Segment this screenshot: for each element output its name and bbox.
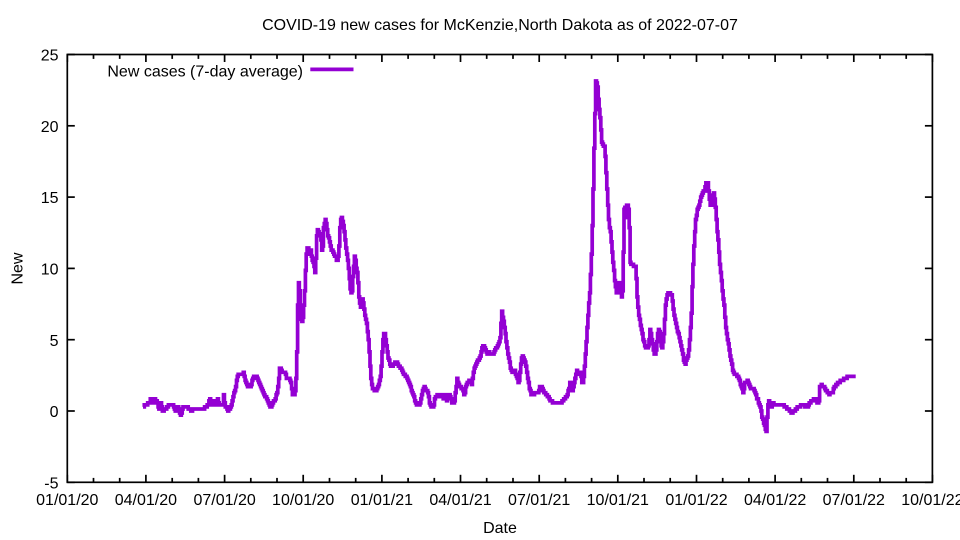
svg-text:10/01/22: 10/01/22 [901,492,960,509]
svg-text:07/01/21: 07/01/21 [508,492,570,509]
svg-text:07/01/22: 07/01/22 [823,492,885,509]
svg-text:10/01/20: 10/01/20 [272,492,334,509]
svg-text:10/01/21: 10/01/21 [587,492,649,509]
svg-text:01/01/22: 01/01/22 [665,492,727,509]
svg-text:New: New [9,252,26,284]
svg-text:10: 10 [41,262,59,279]
svg-text:New cases (7-day average): New cases (7-day average) [107,63,303,80]
svg-text:04/01/20: 04/01/20 [115,492,177,509]
svg-text:15: 15 [41,190,59,207]
svg-text:04/01/21: 04/01/21 [429,492,491,509]
svg-text:20: 20 [41,119,59,136]
svg-text:01/01/21: 01/01/21 [351,492,413,509]
svg-text:0: 0 [50,404,59,421]
svg-text:01/01/20: 01/01/20 [36,492,98,509]
svg-text:04/01/22: 04/01/22 [744,492,806,509]
svg-text:25: 25 [41,48,59,65]
svg-text:07/01/20: 07/01/20 [193,492,255,509]
svg-text:-5: -5 [44,475,58,492]
svg-text:5: 5 [50,333,59,350]
svg-text:Date: Date [483,520,517,537]
svg-text:COVID-19 new cases for McKenzi: COVID-19 new cases for McKenzie,North Da… [262,17,738,34]
